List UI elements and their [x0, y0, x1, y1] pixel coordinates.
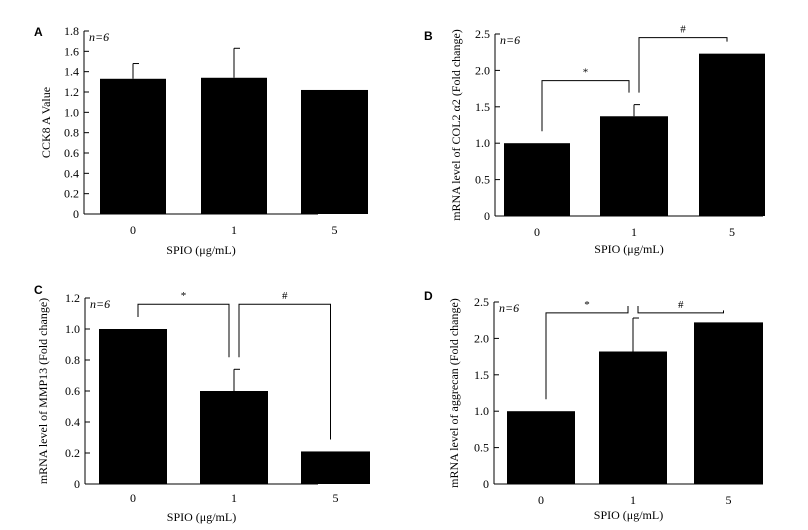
- significance-mark: *: [181, 290, 187, 302]
- chart-panel-b: B 0 0.5 1.0 1.5 2.0 2.5 n=6 0 1 5 * # SPIO (μg/mL) mRN…: [424, 24, 765, 256]
- bar: [507, 411, 575, 484]
- significance-bracket: [137, 303, 230, 358]
- chart-panel-a: A 0 0.2 0.4 0.6 0.8 1.0 1.2 1.4 1.6 1.8 n=6 0 1 5 SPIO …: [34, 24, 368, 257]
- y-tick-label: 1.8: [64, 24, 79, 38]
- bar: [600, 116, 668, 216]
- significance-mark: *: [584, 299, 590, 311]
- y-tick-label: 1.5: [475, 100, 490, 114]
- bar: [599, 351, 667, 484]
- y-tick-label: 0.5: [474, 441, 489, 455]
- significance-mark: #: [678, 299, 684, 311]
- x-tick-label: 5: [729, 225, 735, 239]
- significance-bracket: [541, 80, 630, 132]
- bar: [200, 391, 268, 484]
- n-label: n=6: [499, 301, 519, 315]
- panel-label: C: [34, 283, 43, 297]
- significance-mark: #: [680, 24, 686, 36]
- y-tick-label: 1.0: [474, 404, 489, 418]
- y-tick-label: 2.5: [475, 27, 490, 41]
- x-tick-label: 1: [231, 223, 237, 237]
- y-axis-label: mRNA level of COL2 α2 (Fold change): [449, 29, 463, 221]
- y-tick-label: 0.4: [65, 415, 80, 429]
- panel-label: B: [424, 29, 433, 43]
- y-tick-label: 2.0: [475, 63, 490, 77]
- x-tick-label: 5: [333, 491, 339, 505]
- y-tick-label: 0.4: [64, 166, 79, 180]
- y-tick-label: 1.2: [65, 291, 80, 305]
- y-tick-label: 2.0: [474, 331, 489, 345]
- y-tick-label: 1.2: [64, 85, 79, 99]
- y-tick-label: 0.2: [64, 187, 79, 201]
- n-label: n=6: [90, 297, 110, 311]
- bar: [504, 143, 570, 216]
- x-tick-label: 5: [332, 223, 338, 237]
- x-axis-label: SPIO (μg/mL): [167, 510, 236, 524]
- x-tick-label: 0: [538, 493, 544, 507]
- y-tick-label: 0: [73, 207, 79, 221]
- significance-bracket: [637, 306, 724, 314]
- y-tick-label: 1.5: [474, 368, 489, 382]
- y-tick-label: 1.0: [475, 136, 490, 150]
- y-tick-label: 1.6: [64, 44, 79, 58]
- bar: [99, 329, 167, 484]
- x-tick-label: 0: [534, 225, 540, 239]
- y-tick-label: 0.8: [65, 353, 80, 367]
- x-axis-label: SPIO (μg/mL): [594, 242, 663, 256]
- chart-panel-c: C 0 0.2 0.4 0.6 0.8 1.0 1.2 n=6 0 1 5 * # SPIO (μg/mL)…: [34, 283, 370, 524]
- y-tick-label: 1.0: [64, 105, 79, 119]
- bar: [100, 78, 166, 215]
- chart-panel-d: D 0 0.5 1.0 1.5 2.0 2.5 n=6 0 1 5 * # SPIO (μg/mL) mRN…: [424, 289, 763, 522]
- significance-mark: #: [282, 290, 288, 302]
- significance-bracket: [638, 37, 728, 93]
- x-tick-label: 0: [130, 491, 136, 505]
- y-tick-label: 0.2: [65, 446, 80, 460]
- y-axis-label: CCK8 A Value: [39, 87, 53, 158]
- panel-label: D: [424, 289, 433, 303]
- n-label: n=6: [500, 33, 520, 47]
- y-tick-label: 2.5: [474, 295, 489, 309]
- y-tick-label: 0.8: [64, 126, 79, 140]
- x-axis-label: SPIO (μg/mL): [594, 508, 663, 522]
- bar: [694, 322, 763, 484]
- x-tick-label: 5: [726, 493, 732, 507]
- y-axis-label: mRNA level of aggrecan (Fold change): [447, 298, 461, 488]
- x-tick-label: 1: [231, 491, 237, 505]
- significance-bracket: [545, 306, 629, 400]
- y-tick-label: 0: [74, 477, 80, 491]
- y-tick-label: 0.6: [64, 146, 79, 160]
- x-tick-label: 0: [130, 223, 136, 237]
- y-tick-label: 0.6: [65, 384, 80, 398]
- x-axis-label: SPIO (μg/mL): [166, 243, 235, 257]
- y-tick-label: 0: [483, 477, 489, 491]
- y-tick-label: 0: [484, 209, 490, 223]
- significance-bracket: [238, 303, 331, 440]
- y-tick-label: 1.4: [64, 65, 79, 79]
- significance-mark: *: [583, 67, 589, 79]
- bar: [301, 451, 370, 484]
- bar: [699, 53, 765, 216]
- y-tick-label: 0.5: [475, 173, 490, 187]
- panel-label: A: [34, 25, 43, 39]
- n-label: n=6: [89, 30, 109, 44]
- y-axis-label: mRNA level of MMP13 (Fold change): [36, 298, 50, 484]
- x-tick-label: 1: [630, 493, 636, 507]
- bar: [201, 77, 267, 215]
- bar: [301, 89, 368, 214]
- y-tick-label: 1.0: [65, 322, 80, 336]
- x-tick-label: 1: [631, 225, 637, 239]
